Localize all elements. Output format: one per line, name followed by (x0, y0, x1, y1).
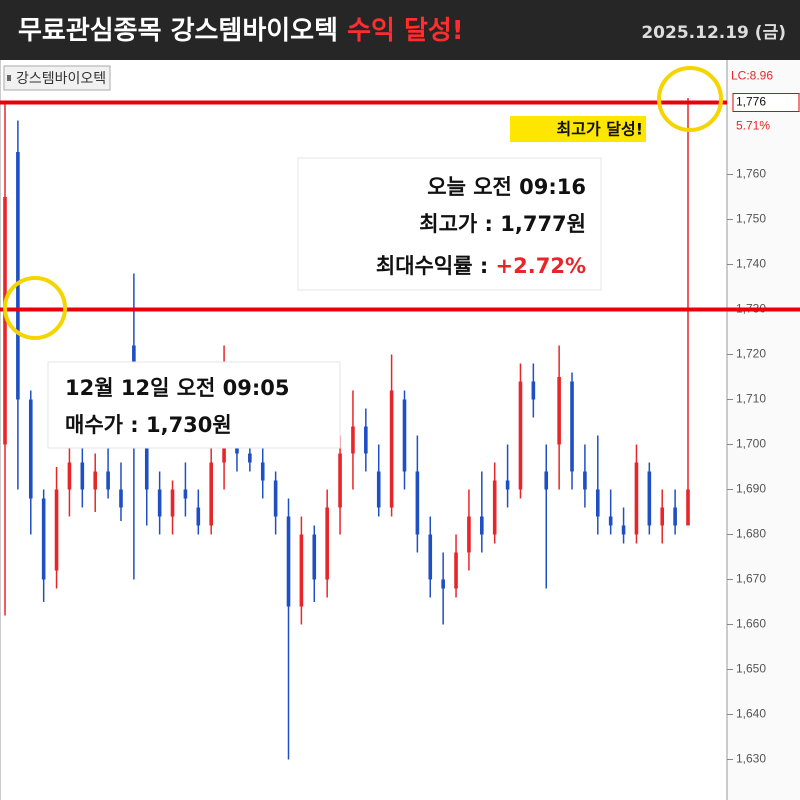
candle-body (531, 381, 536, 400)
y-tick-label: 1,630 (736, 752, 766, 766)
candle-body (467, 516, 471, 553)
candle-body (595, 489, 600, 517)
candle-body (80, 462, 85, 490)
candle-body (209, 462, 213, 526)
candle-body (351, 426, 355, 454)
candle-body (260, 462, 265, 481)
y-tick-label: 1,660 (736, 617, 766, 631)
y-tick-label: 1,740 (736, 257, 766, 271)
candle-body (621, 525, 626, 535)
candle-body (338, 453, 342, 508)
buy-note-box (47, 361, 341, 449)
candle-body (570, 381, 574, 472)
buy-note-time: 12월 12일 오전 09:05 (65, 376, 290, 400)
high-note-price: 최고가 : 1,777원 (419, 212, 586, 236)
candle-body (415, 471, 420, 535)
candle-body (480, 516, 484, 535)
symbol-icon (7, 75, 11, 81)
candle-body (660, 507, 665, 526)
change-label: 5.71% (736, 119, 770, 133)
candle-body (441, 579, 445, 589)
y-tick-label: 1,700 (736, 437, 766, 451)
candle-body (557, 377, 561, 445)
candle-body (196, 507, 201, 526)
candle-body (183, 489, 188, 499)
plot: 1,630 1,640 1,650 1,660 1,670 1,680 1,690 1,700… (0, 69, 800, 766)
high-note-return: 최대수익률 : +2.72% (376, 254, 586, 278)
candle-body (673, 507, 677, 526)
header-bar (0, 0, 800, 60)
title-highlight: 수익 달성! (347, 16, 464, 46)
y-tick-label: 1,680 (736, 527, 766, 541)
buy-circle (3, 276, 67, 340)
candle-body (54, 489, 59, 571)
candle-body (248, 453, 252, 463)
y-tick-label: 1,650 (736, 662, 766, 676)
y-axis-panel (727, 60, 800, 800)
candle-body (608, 516, 613, 526)
last-price-box (732, 93, 800, 112)
header-date: 2025.12.19 (금) (641, 23, 786, 43)
candle-body (686, 489, 690, 526)
candle-body (505, 480, 510, 490)
candle-body (389, 390, 394, 508)
candle-body (325, 507, 329, 580)
symbol-label: 강스템바이오텍 (16, 71, 106, 87)
candle-body (518, 381, 523, 490)
candle-body (3, 197, 7, 445)
candle-body (144, 444, 149, 490)
y-tick-label: 1,670 (736, 572, 766, 586)
badge: 최고가 달성! (557, 120, 643, 139)
candle-body (157, 489, 162, 517)
high-note-box (297, 157, 602, 291)
header-title: 무료관심종목 강스템바이오텍 수익 달성! (18, 16, 464, 46)
candle-body (106, 471, 110, 490)
y-tick-label: 1,720 (736, 347, 766, 361)
candle-body (286, 516, 291, 607)
high-note-time: 오늘 오전 09:16 (427, 175, 586, 199)
candle-body (28, 399, 33, 499)
y-tick-label: 1,760 (736, 167, 766, 181)
y-tick-label: 1,690 (736, 482, 766, 496)
candle-body (170, 489, 175, 517)
high-circle (657, 66, 723, 132)
candle-body (583, 471, 587, 490)
candle-body (41, 498, 46, 580)
return-value: +2.72% (496, 254, 586, 278)
candle-body (119, 489, 123, 508)
y-tick-label: 1,640 (736, 707, 766, 721)
title-text: 무료관심종목 강스템바이오텍 (18, 16, 338, 46)
y-tick-label: 1,750 (736, 212, 766, 226)
lc-label: LC:8.96 (731, 69, 773, 83)
candle-body (544, 471, 549, 490)
y-tick-label: 1,710 (736, 392, 766, 406)
candle-body (647, 471, 652, 526)
candle-body (67, 462, 72, 490)
candle-body (454, 552, 458, 589)
last-price-label: 1,776 (736, 95, 766, 109)
candle-body (16, 152, 20, 400)
candle-body (634, 462, 639, 535)
badge-bg (510, 116, 646, 142)
candle-body (273, 480, 278, 517)
candle-body (492, 480, 497, 535)
return-label: 최대수익률 : (376, 254, 488, 278)
buy-note-price: 매수가 : 1,730원 (65, 413, 232, 437)
candle-body (93, 471, 98, 490)
candle-body (376, 471, 381, 508)
symbol-box (3, 65, 111, 91)
candle-body (299, 534, 304, 607)
candle-body (312, 534, 317, 580)
candle-body (402, 399, 407, 472)
candle-body (364, 426, 368, 454)
candle-body (428, 534, 433, 580)
